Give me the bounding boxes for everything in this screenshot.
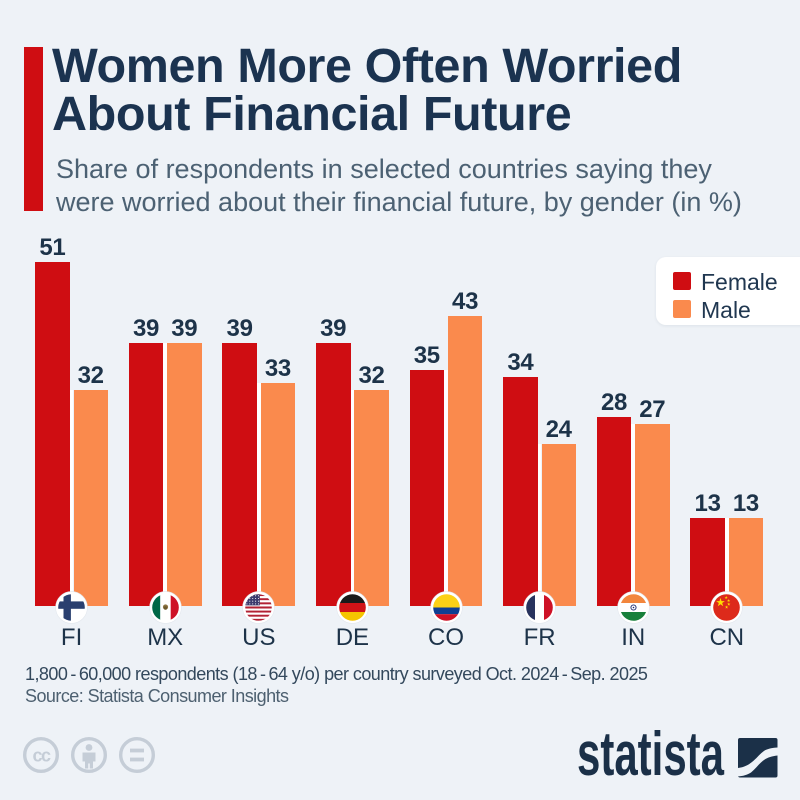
svg-text:statista: statista [577,725,724,785]
svg-text:cc: cc [32,746,51,766]
